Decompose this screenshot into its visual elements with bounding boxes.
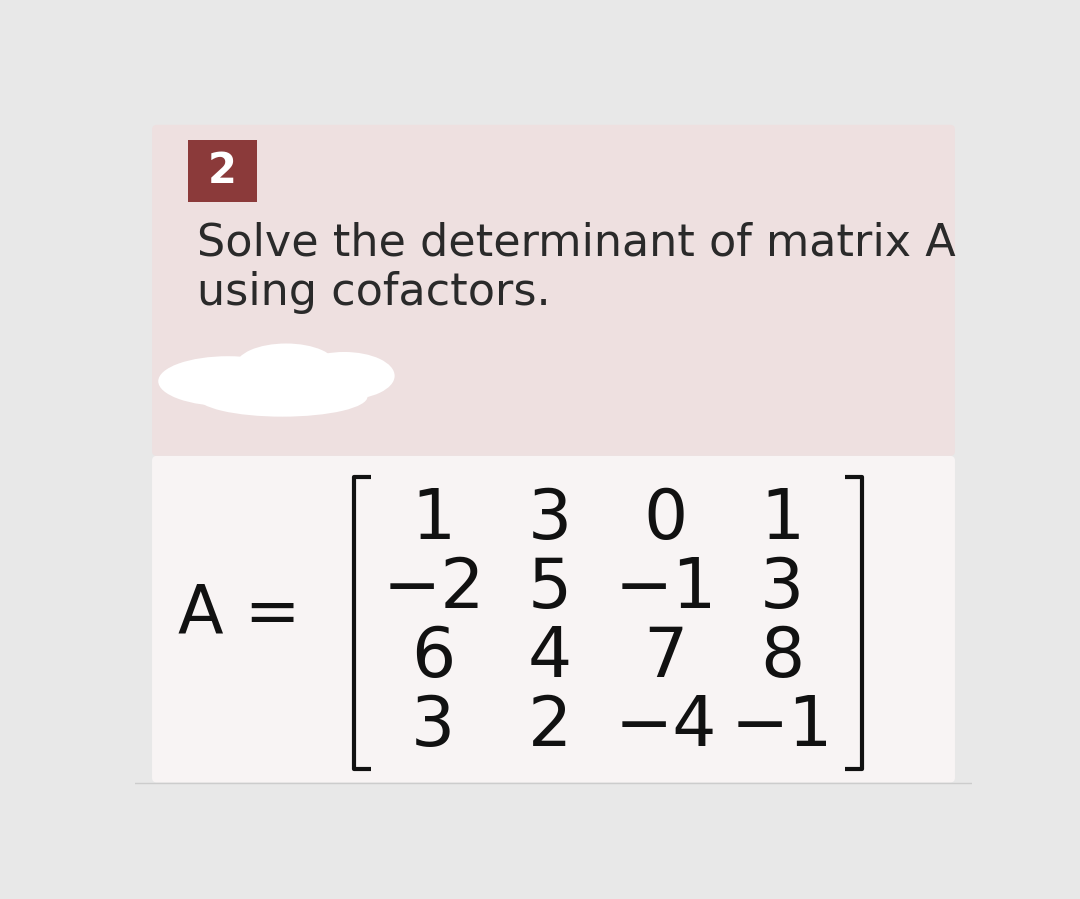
Text: 4: 4	[527, 624, 571, 691]
FancyBboxPatch shape	[152, 456, 955, 782]
Text: 1: 1	[411, 486, 456, 553]
Text: 1: 1	[760, 486, 805, 553]
Text: −1: −1	[731, 693, 834, 760]
Text: 2: 2	[208, 150, 237, 192]
Text: 2: 2	[527, 693, 571, 760]
Text: −4: −4	[615, 693, 717, 760]
Ellipse shape	[159, 356, 298, 406]
Text: A =: A =	[178, 582, 301, 647]
Text: 3: 3	[760, 555, 805, 622]
Text: 7: 7	[644, 624, 688, 691]
Text: Solve the determinant of matrix A: Solve the determinant of matrix A	[197, 221, 956, 264]
FancyBboxPatch shape	[152, 125, 955, 456]
FancyBboxPatch shape	[188, 140, 257, 201]
Text: 8: 8	[760, 624, 805, 691]
Text: 3: 3	[411, 693, 456, 760]
Ellipse shape	[294, 352, 394, 400]
Text: 0: 0	[644, 486, 688, 553]
Text: 6: 6	[411, 624, 456, 691]
Text: 3: 3	[527, 486, 571, 553]
Text: 5: 5	[527, 555, 571, 622]
Text: using cofactors.: using cofactors.	[197, 271, 551, 314]
Text: −1: −1	[615, 555, 717, 622]
Ellipse shape	[235, 343, 337, 388]
Ellipse shape	[197, 377, 367, 416]
Text: −2: −2	[382, 555, 485, 622]
